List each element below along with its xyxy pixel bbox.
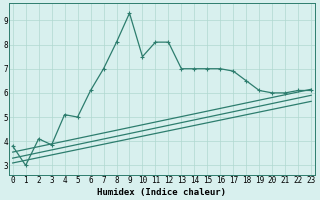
X-axis label: Humidex (Indice chaleur): Humidex (Indice chaleur): [97, 188, 227, 197]
